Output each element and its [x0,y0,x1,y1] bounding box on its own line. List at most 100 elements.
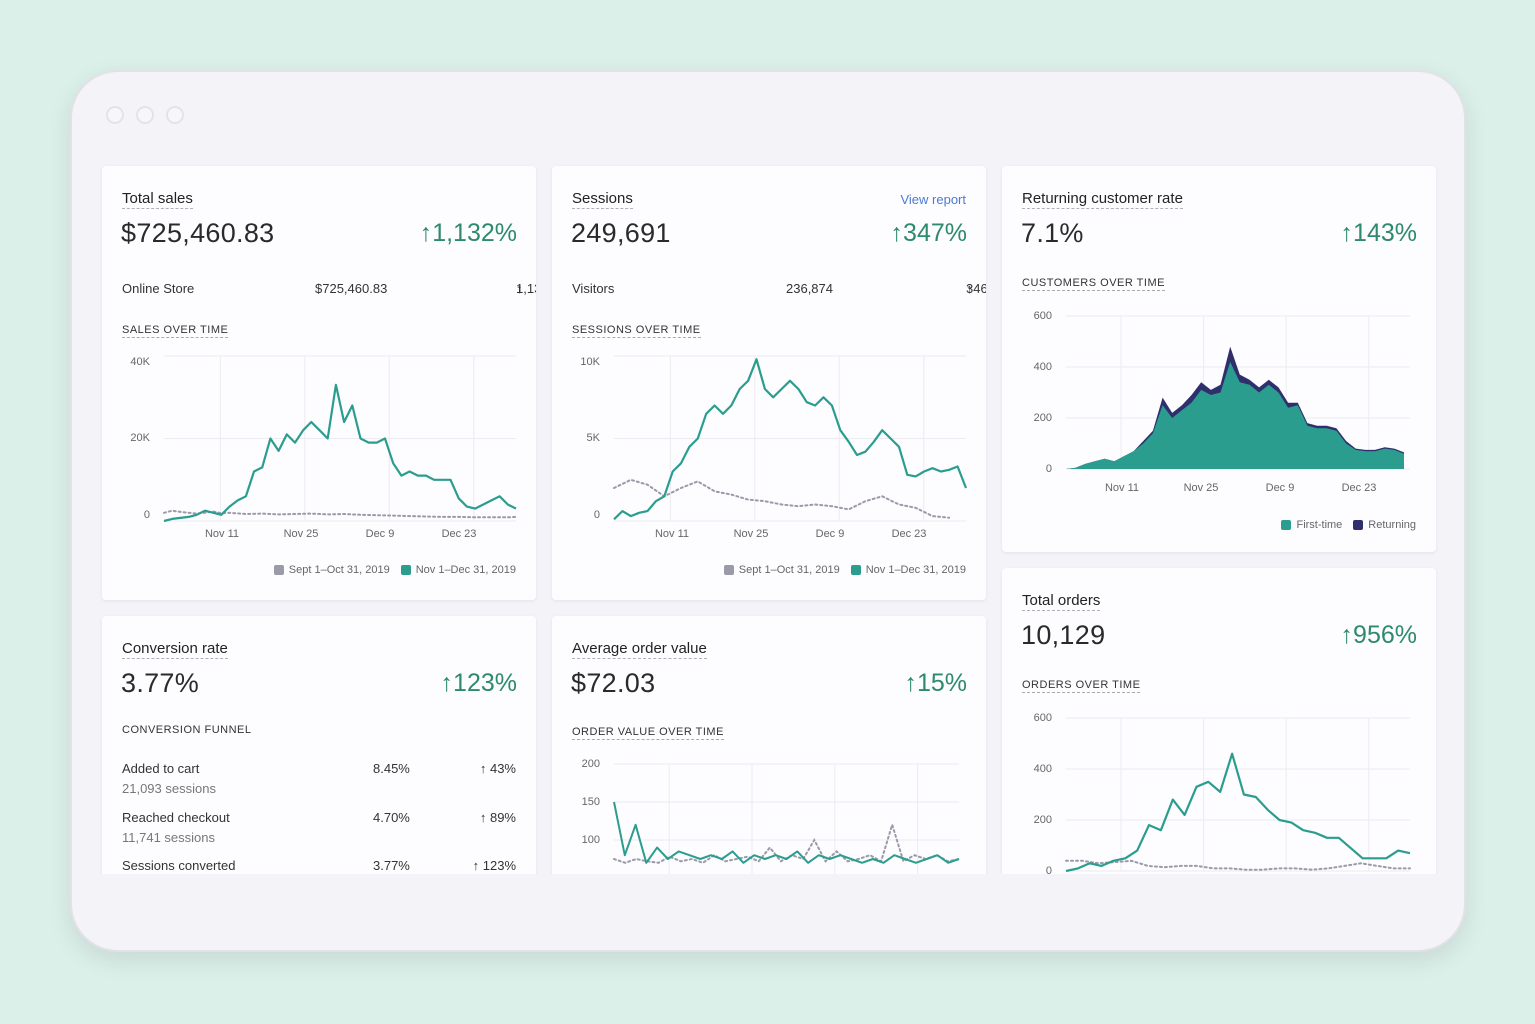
arrow-up-icon: ↑ [1340,621,1354,649]
funnel-label: Reached checkout [122,810,230,825]
x-tick: Nov 25 [283,528,319,540]
y-tick: 0 [143,509,150,521]
window-maximize-dot[interactable] [166,106,184,124]
sessions-chart [613,355,968,522]
total-sales-value: $725,460.83 [121,218,275,248]
total-sales-card: Total sales $725,460.83 ↑1,132% Online S… [102,166,536,600]
funnel-label: Added to cart [122,761,200,776]
sessions-title[interactable]: Sessions [572,190,633,209]
funnel-value: 8.45% [373,761,410,776]
y-tick: 400 [1033,361,1052,373]
x-tick: Nov 25 [733,528,769,540]
funnel-value: 4.70% [373,810,410,825]
order-value-over-time-label[interactable]: ORDER VALUE OVER TIME [572,726,724,740]
aov-change-text: 15% [916,669,967,697]
x-tick: Dec 23 [1341,482,1377,494]
legend-label: Nov 1–Dec 31, 2019 [865,564,966,576]
conversion-title[interactable]: Conversion rate [122,640,228,659]
sales-chart [163,355,517,523]
legend-swatch-current [850,565,861,575]
returning-value: 7.1% [1021,218,1084,248]
visitors-value: 236,874 [786,281,833,296]
x-tick: Dec 9 [815,528,845,540]
funnel-change-text: 123% [482,858,516,873]
orders-over-time-label[interactable]: ORDERS OVER TIME [1022,679,1141,693]
legend-swatch-previous [273,565,284,575]
sessions-over-time-label[interactable]: SESSIONS OVER TIME [572,324,701,338]
window-minimize-dot[interactable] [136,106,154,124]
returning-change: ↑143% [1341,219,1417,248]
x-tick: Nov 11 [654,528,690,540]
returning-customer-card: Returning customer rate 7.1% ↑143% CUSTO… [1002,166,1436,552]
y-tick: 10K [580,356,600,368]
returning-title[interactable]: Returning customer rate [1022,190,1183,209]
total-sales-change-text: 1,132% [432,219,517,247]
online-store-value: $725,460.83 [315,281,388,296]
y-tick: 0 [1045,865,1052,874]
conversion-funnel-label: CONVERSION FUNNEL [122,724,252,736]
funnel-change-text: 89% [489,810,516,825]
x-tick: Nov 11 [1104,482,1140,494]
sales-over-time-label[interactable]: SALES OVER TIME [122,324,229,338]
arrow-up-icon: ↑ [440,669,454,697]
legend-label: Sept 1–Oct 31, 2019 [288,564,390,576]
y-tick: 0 [593,509,600,521]
conversion-value: 3.77% [121,668,200,698]
series-previous-line [1065,859,1411,871]
window-close-dot[interactable] [106,106,124,124]
visitors-change-text: 346% [966,281,986,296]
legend-label: Sept 1–Oct 31, 2019 [738,564,840,576]
orders-chart [1065,717,1411,873]
funnel-change: ↑ 43% [480,761,516,776]
y-tick: 200 [1033,412,1052,424]
y-tick: 600 [1033,310,1052,322]
sessions-value: 249,691 [571,218,671,248]
funnel-change-text: 43% [489,761,516,776]
aov-title[interactable]: Average order value [572,640,707,659]
customers-chart [1066,315,1410,470]
sessions-change: ↑347% [891,219,967,248]
orders-title[interactable]: Total orders [1022,592,1101,611]
series-current-line [1065,752,1411,873]
y-tick: 150 [581,796,600,808]
orders-value: 10,129 [1021,620,1106,650]
orders-change: ↑956% [1341,621,1417,650]
conversion-change-text: 123% [453,669,517,697]
x-tick: Dec 23 [441,528,477,540]
arrow-up-icon: ↑ [904,669,917,697]
funnel-value: 3.77% [373,858,410,873]
average-order-value-card: Average order value $72.03 ↑15% ORDER VA… [552,616,986,874]
browser-window: Total sales $725,460.83 ↑1,132% Online S… [70,70,1466,952]
aov-value: $72.03 [571,668,656,698]
arrow-up-icon: ↑ [472,858,483,873]
arrow-up-icon: ↑ [479,810,490,825]
funnel-label: Sessions converted [122,858,236,873]
x-tick: Nov 11 [204,528,240,540]
funnel-sessions: 21,093 sessions [122,781,216,796]
sessions-change-text: 347% [903,219,967,247]
x-tick: Nov 25 [1183,482,1219,494]
sales-legend: Sept 1–Oct 31, 2019 Nov 1–Dec 31, 2019 [273,564,516,576]
total-sales-change: ↑1,132% [420,219,517,248]
customers-legend: First-time Returning [1281,519,1416,531]
y-tick: 400 [1033,763,1052,775]
y-tick: 100 [581,834,600,846]
legend-swatch-previous [723,565,734,575]
y-tick: 200 [581,758,600,770]
arrow-up-icon: ↑ [890,219,904,247]
order-value-chart [613,763,960,874]
conversion-rate-card: Conversion rate 3.77% ↑123% CONVERSION F… [102,616,536,874]
total-sales-title[interactable]: Total sales [122,190,193,209]
y-tick: 20K [130,432,150,444]
series-current-line [163,383,517,523]
aov-change: ↑15% [904,669,967,698]
customers-over-time-label[interactable]: CUSTOMERS OVER TIME [1022,277,1165,291]
funnel-change: ↑ 89% [480,810,516,825]
sessions-card: Sessions View report 249,691 ↑347% Visit… [552,166,986,600]
y-tick: 0 [1045,463,1052,475]
legend-label: Returning [1368,519,1416,531]
dashboard-area: Total sales $725,460.83 ↑1,132% Online S… [72,72,1464,874]
view-report-link[interactable]: View report [900,192,966,207]
legend-label: First-time [1296,519,1343,531]
returning-change-text: 143% [1353,219,1417,247]
